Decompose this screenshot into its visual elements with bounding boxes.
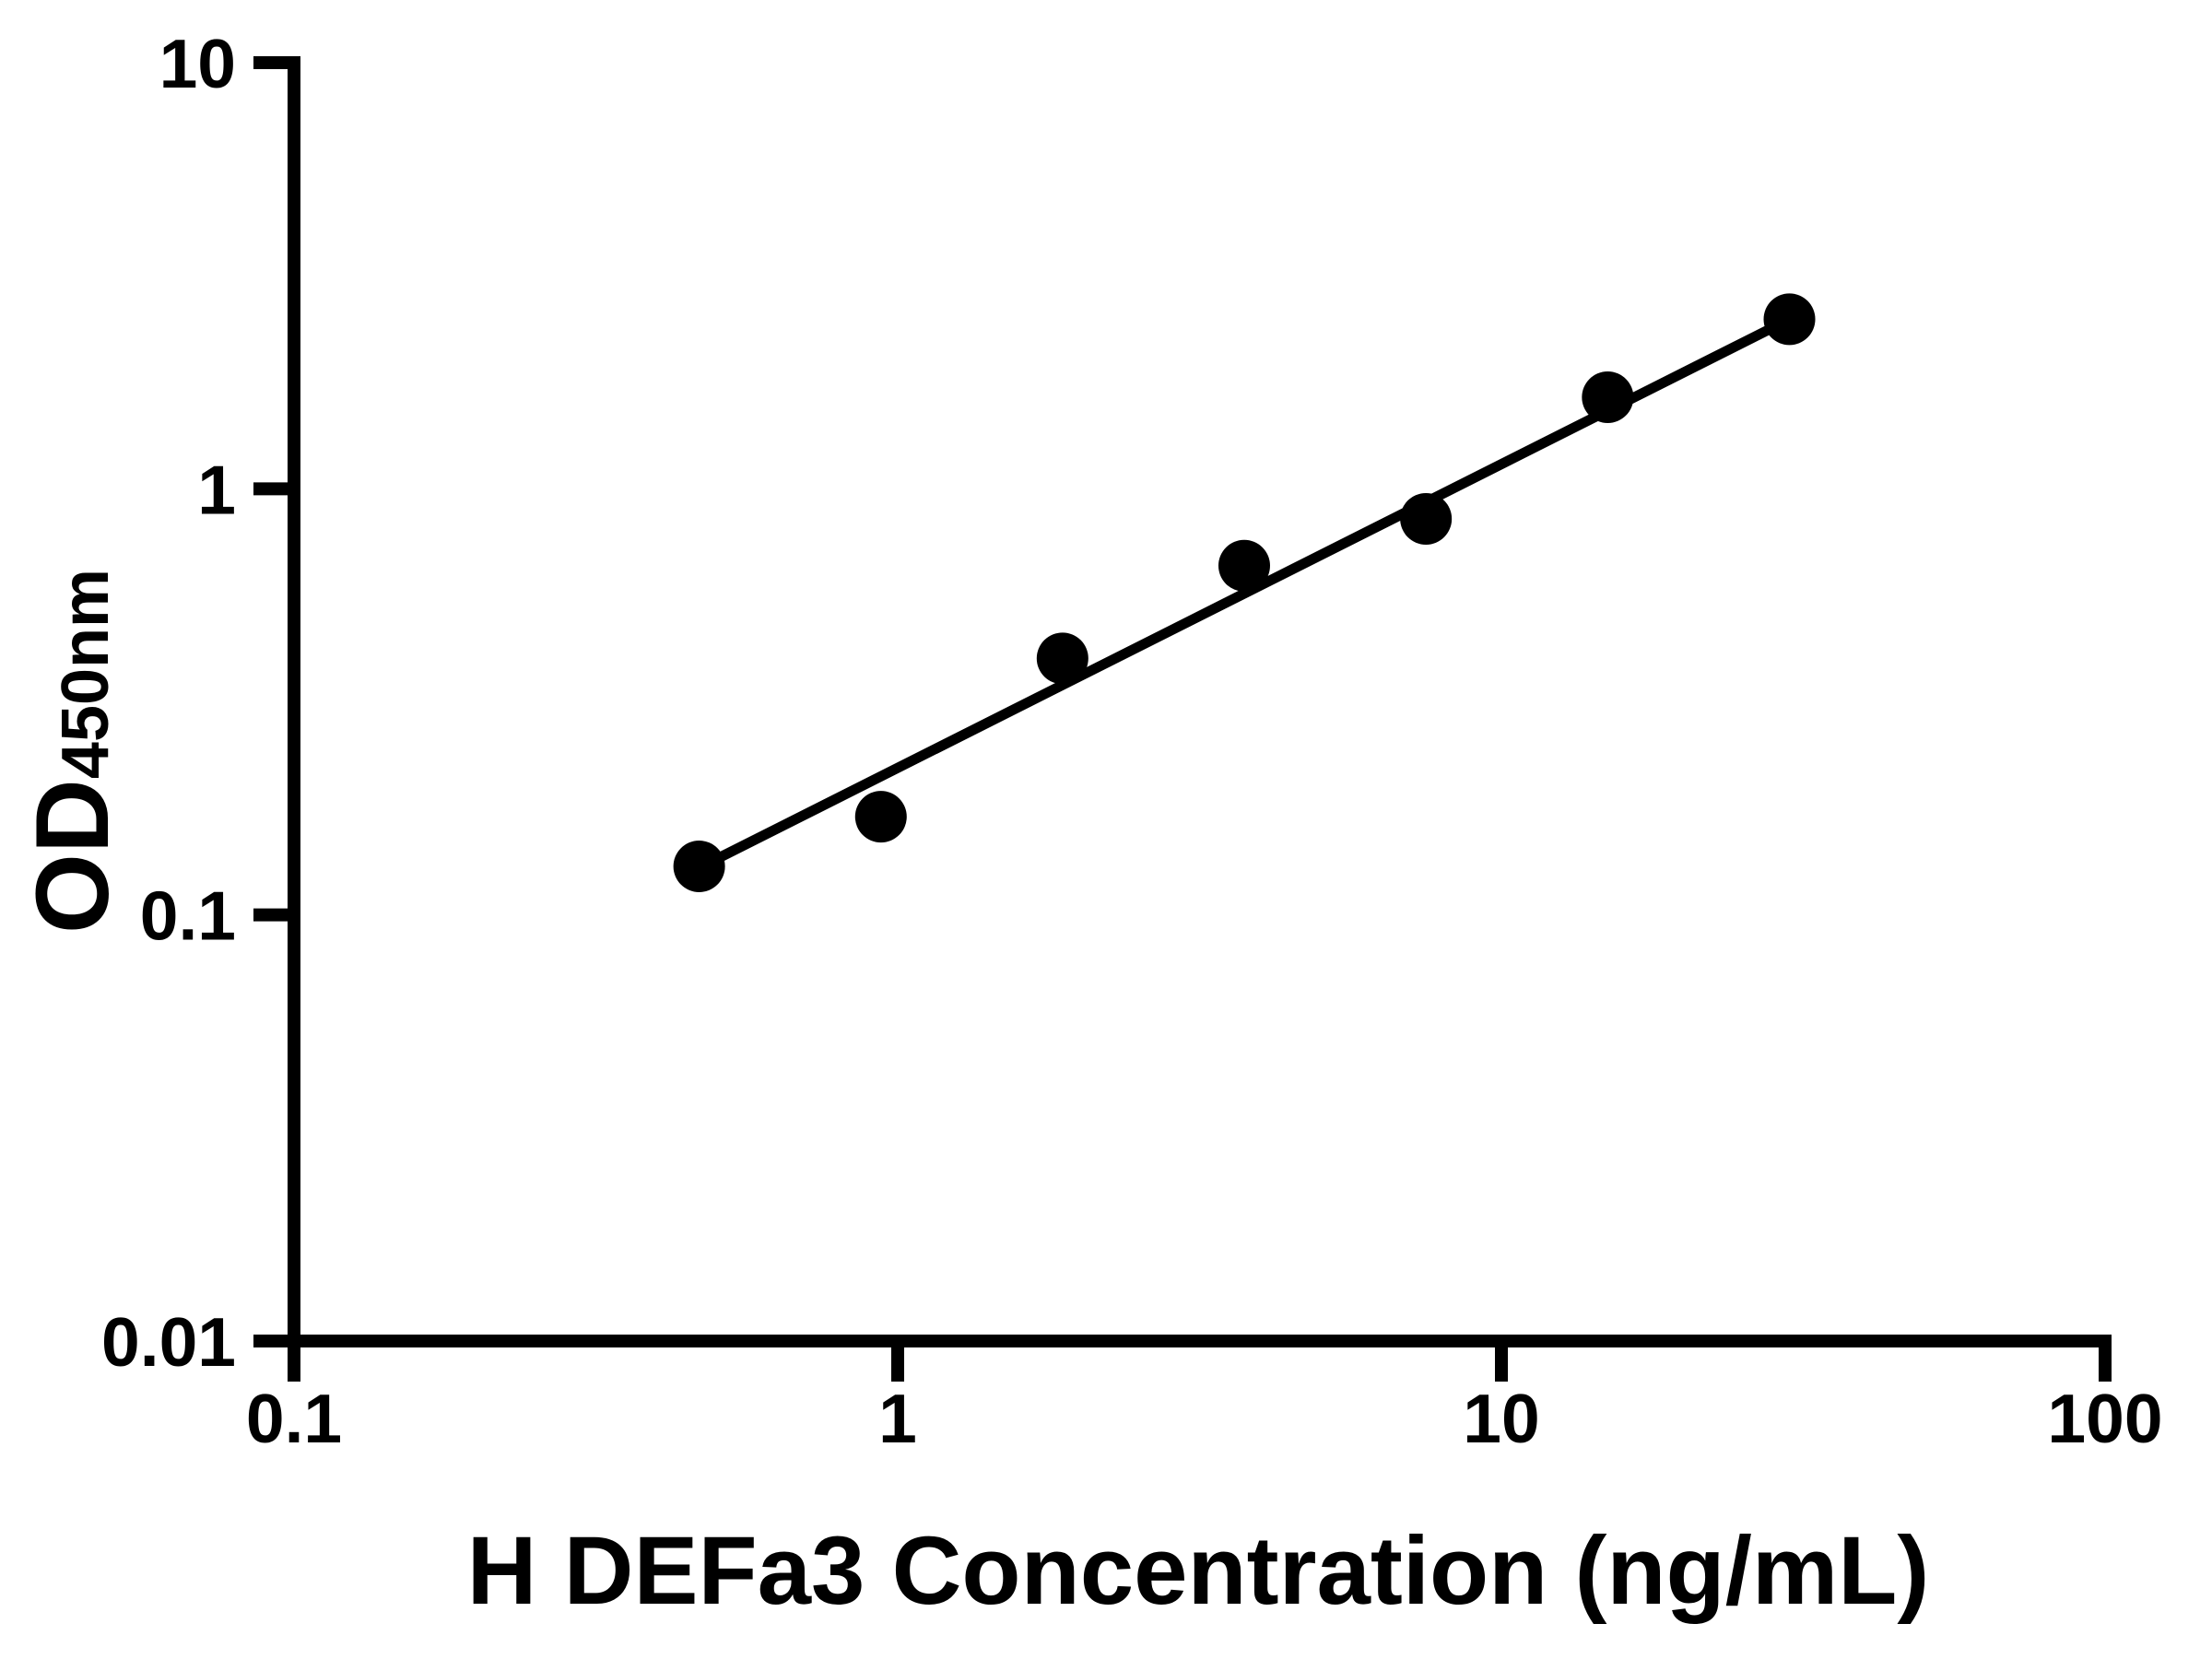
y-axis-title: OD450nm bbox=[15, 569, 130, 934]
data-point bbox=[854, 791, 907, 843]
data-point bbox=[673, 840, 725, 892]
data-point bbox=[1036, 632, 1088, 685]
plot-group bbox=[673, 293, 1816, 892]
data-point bbox=[1582, 371, 1634, 424]
x-tick-label: 0.1 bbox=[246, 1380, 342, 1457]
x-tick-label: 10 bbox=[1463, 1380, 1539, 1457]
data-point bbox=[1763, 293, 1816, 346]
x-tick-label: 1 bbox=[878, 1380, 917, 1457]
y-tick-label: 0.01 bbox=[101, 1303, 236, 1381]
y-axis-title-sub: 450nm bbox=[49, 569, 123, 779]
y-tick-label: 1 bbox=[197, 451, 236, 528]
x-tick-label: 100 bbox=[2047, 1380, 2162, 1457]
x-axis-title: H DEFa3 Concentration (ng/mL) bbox=[467, 1517, 1930, 1625]
data-point bbox=[1218, 539, 1270, 592]
data-point bbox=[1400, 492, 1453, 545]
y-tick-label: 10 bbox=[159, 25, 236, 102]
y-tick-label: 0.1 bbox=[140, 877, 236, 955]
y-axis-title-main: OD bbox=[15, 779, 130, 934]
